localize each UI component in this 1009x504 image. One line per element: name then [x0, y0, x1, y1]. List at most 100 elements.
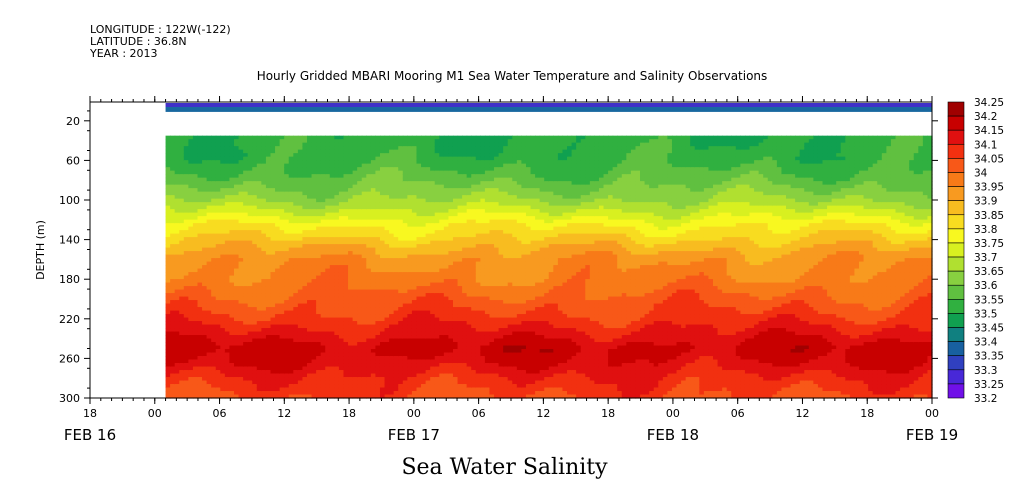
heatmap-cell — [343, 254, 349, 259]
heatmap-cell — [425, 181, 431, 186]
heatmap-cell — [206, 160, 212, 165]
heatmap-cell — [457, 310, 463, 315]
heatmap-cell — [430, 342, 436, 347]
heatmap-cell — [306, 345, 313, 350]
heatmap-cell — [370, 391, 377, 396]
heatmap-cell — [183, 272, 189, 277]
heatmap-cell — [398, 300, 404, 305]
heatmap-cell — [229, 279, 235, 284]
heatmap-cell — [389, 156, 395, 161]
heatmap-cell — [389, 279, 395, 284]
heatmap-cell — [466, 240, 472, 245]
heatmap-cell — [252, 342, 258, 347]
heatmap-cell — [170, 265, 176, 270]
heatmap-cell — [452, 356, 459, 361]
heatmap-cell — [192, 139, 199, 144]
heatmap-cell — [243, 261, 249, 266]
heatmap-cell — [220, 275, 226, 280]
heatmap-cell — [284, 394, 290, 399]
heatmap-cell — [215, 352, 221, 357]
heatmap-cell — [270, 289, 276, 294]
heatmap-cell — [338, 216, 345, 221]
heatmap-cell — [389, 275, 395, 280]
heatmap-cell — [338, 366, 345, 371]
heatmap-cell — [293, 184, 299, 189]
heatmap-cell — [256, 184, 262, 189]
heatmap-cell — [311, 366, 317, 371]
heatmap-cell — [229, 160, 235, 165]
heatmap-cell — [320, 387, 326, 392]
heatmap-cell — [411, 209, 418, 214]
heatmap-cell — [407, 324, 413, 329]
heatmap-cell — [329, 146, 335, 151]
heatmap-cell — [284, 387, 290, 392]
heatmap-cell — [421, 380, 427, 385]
heatmap-cell — [334, 366, 340, 371]
heatmap-cell — [366, 156, 372, 161]
heatmap-cell — [439, 272, 445, 277]
heatmap-cell — [325, 335, 331, 340]
heatmap-cell — [252, 293, 258, 298]
heatmap-cell — [398, 163, 404, 168]
heatmap-cell — [279, 366, 285, 371]
heatmap-cell — [430, 391, 436, 396]
heatmap-cell — [179, 387, 185, 392]
heatmap-cell — [252, 282, 258, 287]
heatmap-cell — [252, 135, 258, 140]
heatmap-cell — [407, 142, 413, 147]
heatmap-cell — [407, 195, 413, 200]
heatmap-cell — [211, 293, 217, 298]
heatmap-cell — [215, 135, 221, 140]
heatmap-cell — [407, 247, 413, 252]
heatmap-cell — [306, 237, 313, 242]
heatmap-cell — [252, 212, 258, 217]
heatmap-cell — [338, 300, 345, 305]
heatmap-cell — [202, 230, 208, 235]
heatmap-cell — [224, 191, 231, 196]
heatmap-cell — [197, 258, 203, 263]
heatmap-cell — [288, 139, 294, 144]
heatmap-cell — [425, 258, 431, 263]
heatmap-cell — [179, 307, 185, 312]
heatmap-cell — [279, 258, 285, 263]
heatmap-cell — [462, 289, 468, 294]
heatmap-cell — [224, 167, 231, 172]
heatmap-cell — [421, 314, 427, 319]
heatmap-cell — [261, 149, 267, 154]
heatmap-cell — [302, 384, 308, 389]
heatmap-cell — [457, 146, 463, 151]
heatmap-cell — [252, 363, 258, 368]
heatmap-cell — [261, 314, 267, 319]
heatmap-cell — [375, 135, 381, 140]
heatmap-cell — [215, 149, 221, 154]
heatmap-cell — [416, 174, 422, 179]
heatmap-cell — [325, 279, 331, 284]
heatmap-cell — [311, 188, 317, 193]
heatmap-cell — [375, 265, 381, 270]
heatmap-cell — [174, 216, 180, 221]
heatmap-cell — [188, 195, 194, 200]
heatmap-cell — [439, 293, 445, 298]
heatmap-cell — [384, 370, 390, 375]
heatmap-cell — [279, 394, 285, 399]
heatmap-cell — [370, 139, 377, 144]
heatmap-cell — [288, 324, 294, 329]
heatmap-cell — [197, 244, 203, 249]
heatmap-cell — [275, 216, 281, 221]
heatmap-cell — [393, 345, 399, 350]
heatmap-cell — [270, 272, 276, 277]
heatmap-cell — [439, 349, 445, 354]
heatmap-cell — [306, 139, 313, 144]
heatmap-cell — [366, 352, 372, 357]
heatmap-cell — [302, 286, 308, 291]
heatmap-cell — [202, 300, 208, 305]
heatmap-cell — [361, 170, 367, 175]
heatmap-cell — [179, 258, 185, 263]
heatmap-cell — [220, 373, 226, 378]
heatmap-cell — [293, 335, 299, 340]
heatmap-cell — [247, 184, 253, 189]
heatmap-cell — [275, 366, 281, 371]
heatmap-cell — [343, 177, 349, 182]
heatmap-cell — [316, 307, 322, 312]
heatmap-cell — [220, 366, 226, 371]
